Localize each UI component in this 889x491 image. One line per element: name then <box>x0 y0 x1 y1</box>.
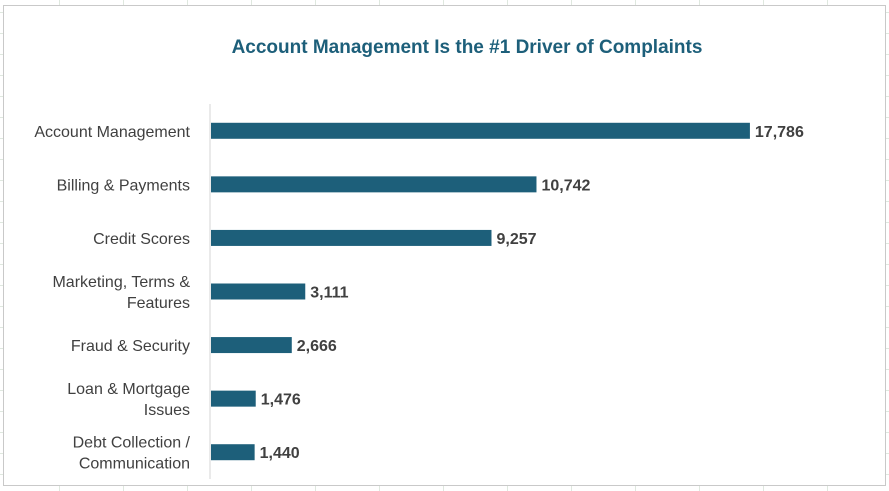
data-label: 9,257 <box>496 231 536 248</box>
category-label-line: Loan & Mortgage <box>67 381 190 398</box>
data-label: 2,666 <box>297 338 337 355</box>
bar <box>211 337 292 354</box>
data-label: 17,786 <box>755 124 804 141</box>
labels-layer: 17,786 Account Management 10,742 Billing & … <box>34 124 804 473</box>
category-label-line: Issues <box>144 402 190 419</box>
category-label: Account Management <box>34 124 190 141</box>
category-label-line: Features <box>127 295 190 312</box>
category-label-line: Debt Collection / <box>73 435 191 452</box>
bar <box>211 444 255 461</box>
category-label-line: Billing & Payments <box>57 177 190 194</box>
bar <box>211 176 537 193</box>
chart-title: Account Management Is the #1 Driver of C… <box>232 37 703 58</box>
category-label-line: Account Management <box>34 124 190 141</box>
bar <box>211 122 750 139</box>
category-label: Credit Scores <box>93 231 190 248</box>
data-label: 10,742 <box>541 177 590 194</box>
category-label: Fraud & Security <box>71 338 190 355</box>
category-label: Billing & Payments <box>57 177 190 194</box>
chart-area: Account Management Is the #1 Driver of C… <box>3 5 886 486</box>
data-label: 3,111 <box>310 285 348 302</box>
bar <box>211 390 256 407</box>
category-label: Loan & Mortgage Issues <box>67 381 190 419</box>
bar-chart: Account Management Is the #1 Driver of C… <box>34 37 804 479</box>
bar <box>211 229 492 246</box>
category-label: Debt Collection / Communication <box>73 435 191 473</box>
category-label-line: Communication <box>79 456 190 473</box>
category-label: Marketing, Terms & Features <box>52 274 190 312</box>
bars-layer <box>211 122 750 461</box>
bar <box>211 283 306 300</box>
data-label: 1,440 <box>260 445 300 462</box>
data-label: 1,476 <box>261 392 301 409</box>
category-label-line: Fraud & Security <box>71 338 190 355</box>
category-label-line: Credit Scores <box>93 231 190 248</box>
category-label-line: Marketing, Terms & <box>52 274 190 291</box>
